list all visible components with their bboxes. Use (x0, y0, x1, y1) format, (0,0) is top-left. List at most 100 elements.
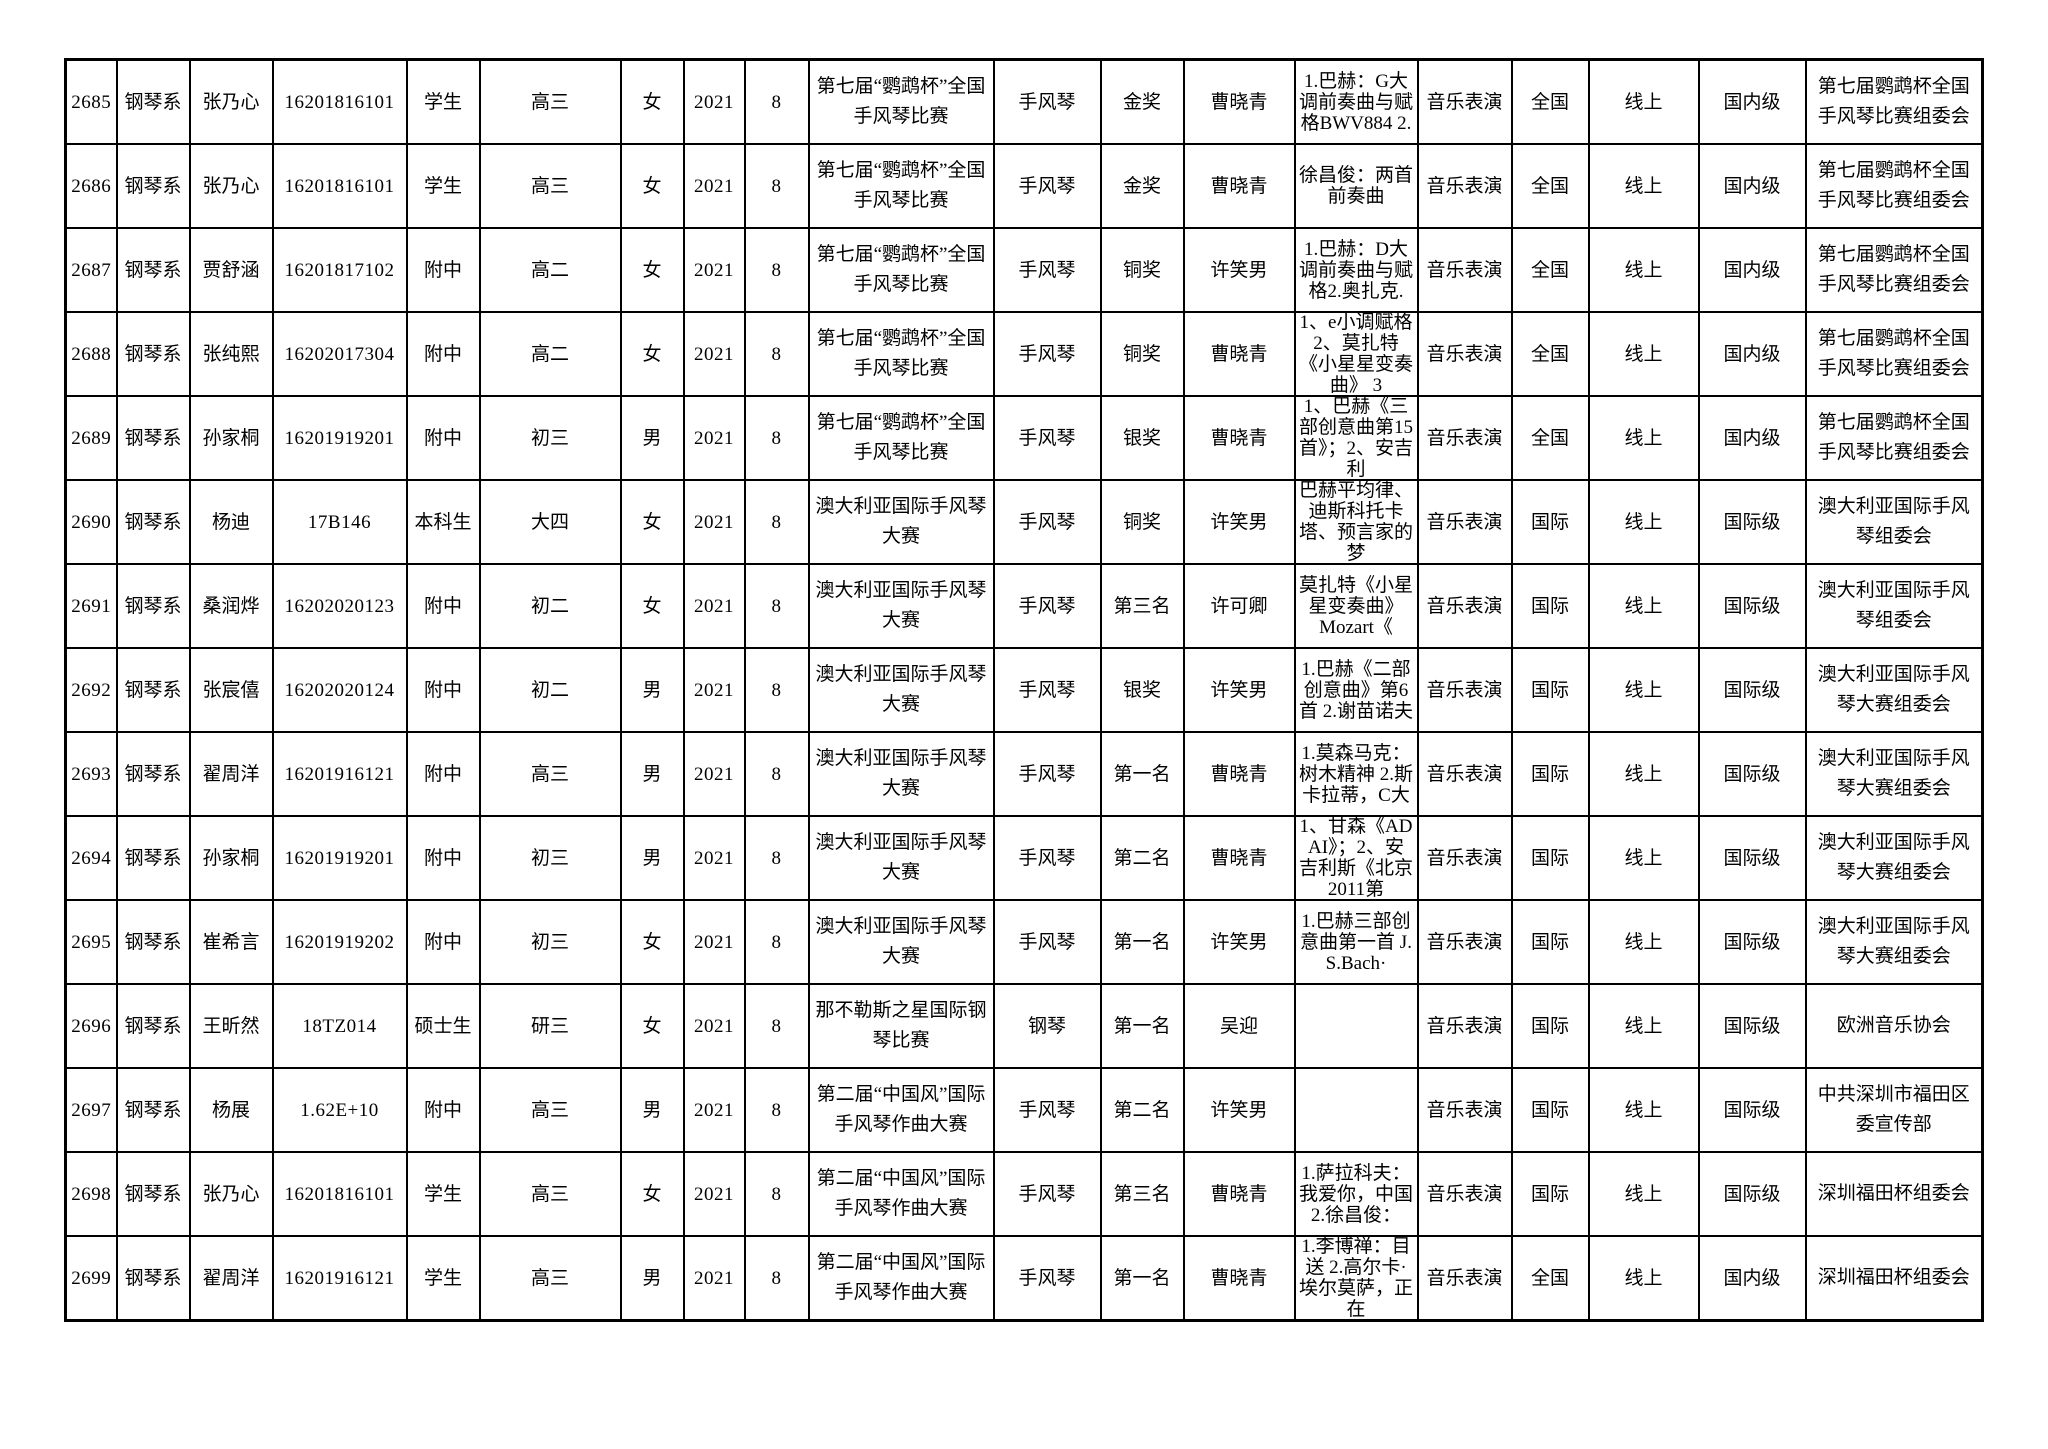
cell-text: 第二名 (1113, 847, 1171, 869)
cell-text: 附中 (423, 595, 462, 617)
cell-text: 国际 (1530, 679, 1569, 701)
cell-gender: 女 (619, 983, 685, 1069)
cell-text: 16202020123 (284, 595, 395, 617)
cell-name: 杨展 (188, 1067, 274, 1153)
cell-repertoire: 1.巴赫：G大调前奏曲与赋格BWV884 2. (1293, 58, 1419, 145)
cell-text: 国际 (1530, 931, 1569, 953)
cell-text: 线上 (1624, 1183, 1663, 1205)
cell-text: 线上 (1624, 595, 1663, 617)
cell-text: 钢琴系 (124, 343, 182, 365)
cell-status: 学生 (405, 143, 481, 229)
cell-text: 研三 (530, 1015, 569, 1037)
cell-student-id: 16201817102 (271, 227, 408, 313)
cell-text: 第七届“鹦鹉杯”全国手风琴比赛 (816, 160, 986, 211)
cell-text: 手风琴 (1018, 511, 1076, 533)
cell-text: 音乐表演 (1426, 427, 1503, 449)
cell-award: 第二名 (1099, 815, 1185, 901)
cell-text: 线上 (1624, 847, 1663, 869)
cell-organizer: 第七届鹦鹉杯全国手风琴比赛组委会 (1804, 227, 1984, 313)
cell-text: 线上 (1624, 91, 1663, 113)
cell-seq: 2699 (64, 1235, 118, 1322)
cell-seq: 2690 (64, 479, 118, 565)
cell-text: 16201816101 (284, 175, 395, 197)
cell-text: 17B146 (307, 511, 372, 533)
cell-teacher: 曹晓青 (1182, 815, 1296, 901)
table-row: 2698 钢琴系 张乃心 16201816101 学生 高三 女 2021 8 第二届“中国风”国… (64, 1151, 1984, 1237)
cell-month: 8 (743, 731, 810, 817)
cell-year: 2021 (682, 563, 746, 649)
cell-year: 2021 (682, 731, 746, 817)
cell-text: 女 (642, 175, 662, 197)
cell-text: 女 (642, 511, 662, 533)
cell-text: 2688 (71, 343, 112, 365)
cell-text: 1.萨拉科夫：我爱你，中国 2.徐昌俊： (1298, 1162, 1413, 1226)
cell-text: 澳大利亚国际手风琴组委会 (1817, 496, 1970, 547)
cell-student-id: 16201919201 (271, 815, 408, 901)
cell-text: 音乐表演 (1426, 1267, 1503, 1289)
cell-text: 国际级 (1723, 1099, 1781, 1121)
cell-text: 第七届鹦鹉杯全国手风琴比赛组委会 (1817, 244, 1970, 295)
cell-text: 澳大利亚国际手风琴大赛 (815, 916, 987, 967)
cell-competition: 澳大利亚国际手风琴大赛 (807, 479, 995, 565)
cell-status: 附中 (405, 1067, 481, 1153)
cell-major: 音乐表演 (1416, 983, 1513, 1069)
cell-text: 2021 (694, 511, 734, 533)
cell-text: 2689 (71, 427, 112, 449)
cell-text: 男 (642, 679, 662, 701)
cell-text: 孙家桐 (202, 847, 260, 869)
cell-name: 孙家桐 (188, 395, 274, 481)
cell-gender: 女 (619, 899, 685, 985)
cell-text: 18TZ014 (302, 1015, 377, 1037)
cell-text: 线上 (1624, 343, 1663, 365)
cell-text: 线上 (1624, 511, 1663, 533)
cell-mode: 线上 (1587, 1067, 1700, 1153)
cell-text: 许可卿 (1210, 595, 1268, 617)
cell-text: 第三名 (1113, 1183, 1171, 1205)
cell-text: 曹晓青 (1210, 175, 1268, 197)
cell-text: 附中 (423, 1099, 462, 1121)
cell-text: 钢琴系 (124, 1183, 182, 1205)
cell-department: 钢琴系 (115, 143, 191, 229)
cell-text: 2021 (694, 595, 734, 617)
cell-scope: 国际 (1510, 731, 1590, 817)
cell-text: 国际级 (1723, 1015, 1781, 1037)
cell-text: 张纯熙 (202, 343, 260, 365)
cell-text: 国内级 (1723, 91, 1781, 113)
cell-text: 大四 (530, 511, 569, 533)
cell-instrument: 钢琴 (992, 983, 1102, 1069)
cell-seq: 2689 (64, 395, 118, 481)
cell-major: 音乐表演 (1416, 1067, 1513, 1153)
cell-text: 曹晓青 (1210, 91, 1268, 113)
cell-text: 高三 (530, 91, 569, 113)
cell-grade: 初三 (478, 899, 622, 985)
cell-status: 学生 (405, 1235, 481, 1322)
cell-mode: 线上 (1587, 143, 1700, 229)
cell-student-id: 16201816101 (271, 1151, 408, 1237)
cell-student-id: 16201919202 (271, 899, 408, 985)
cell-scope: 全国 (1510, 311, 1590, 397)
cell-seq: 2695 (64, 899, 118, 985)
cell-text: 第七届“鹦鹉杯”全国手风琴比赛 (816, 76, 986, 127)
cell-text: 手风琴 (1018, 1183, 1076, 1205)
cell-text: 张乃心 (202, 91, 260, 113)
cell-text: 音乐表演 (1426, 343, 1503, 365)
cell-text: 音乐表演 (1426, 763, 1503, 785)
cell-instrument: 手风琴 (992, 731, 1102, 817)
cell-major: 音乐表演 (1416, 143, 1513, 229)
cell-text: 欧洲音乐协会 (1836, 1015, 1951, 1036)
cell-status: 附中 (405, 899, 481, 985)
cell-award: 第一名 (1099, 983, 1185, 1069)
cell-major: 音乐表演 (1416, 563, 1513, 649)
cell-grade: 高三 (478, 1067, 622, 1153)
cell-text: 2696 (71, 1015, 112, 1037)
table-row: 2695 钢琴系 崔希言 16201919202 附中 初三 女 2021 8 澳大利亚国际手风琴… (64, 899, 1984, 985)
cell-text: 手风琴 (1018, 1099, 1076, 1121)
cell-month: 8 (743, 1151, 810, 1237)
cell-status: 附中 (405, 731, 481, 817)
cell-text: 第一名 (1113, 1015, 1171, 1037)
cell-gender: 女 (619, 563, 685, 649)
cell-text: 8 (771, 1015, 782, 1037)
cell-text: 国际级 (1723, 931, 1781, 953)
cell-status: 学生 (405, 1151, 481, 1237)
cell-gender: 男 (619, 647, 685, 733)
